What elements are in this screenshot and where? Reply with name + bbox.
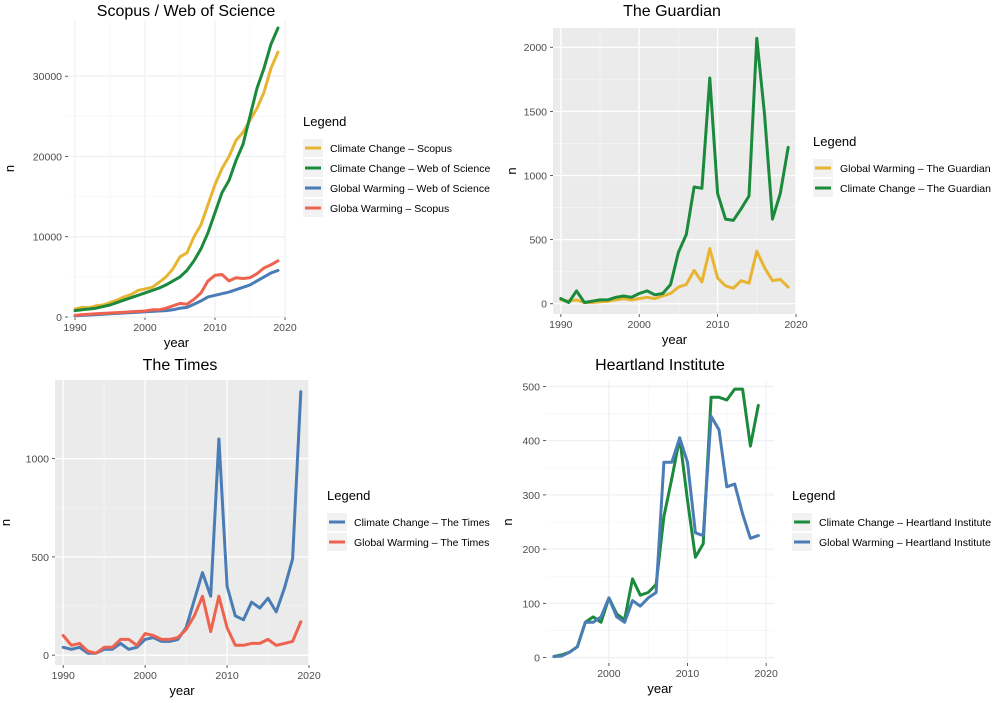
y-tick-label: 0 — [43, 650, 49, 662]
legend: Legend Global Warming – The Guardian Clima… — [813, 134, 991, 197]
legend-label: Climate Change – Web of Science — [330, 163, 490, 175]
series-line — [73, 259, 280, 317]
legend-label: Global Warming – The Guardian — [840, 163, 991, 175]
y-tick-label: 0 — [541, 299, 547, 311]
y-axis-label: n — [504, 167, 519, 174]
legend-label: Climate Change – Heartland Institute — [819, 517, 991, 529]
x-tick-label: 2010 — [203, 322, 227, 334]
series-line — [559, 247, 790, 304]
x-tick-label: 2010 — [215, 670, 239, 682]
legend-label: Globa Warming – Scopus — [330, 203, 449, 215]
y-tick-label: 100 — [522, 598, 540, 610]
y-tick-label: 1000 — [26, 454, 50, 466]
chart-panel-3: 1990 2000 2010 2020 0 500 1000 The Times year n Le… — [0, 357, 490, 698]
chart-title: The Guardian — [623, 3, 721, 20]
y-tick-label: 20000 — [33, 151, 62, 163]
y-axis-label: n — [2, 165, 17, 172]
x-tick-label: 2020 — [754, 668, 778, 680]
x-axis-label: year — [662, 332, 688, 347]
y-tick-label: 30000 — [33, 71, 62, 83]
y-tick-label: 500 — [529, 235, 547, 247]
legend: Legend Climate Change – Scopus Climate Cha… — [303, 114, 490, 217]
y-tick-label: 1000 — [524, 170, 548, 182]
y-tick-label: 0 — [534, 653, 540, 665]
y-axis-label: n — [0, 519, 13, 526]
chart-panel-2: 1990 2000 2010 2020 0 500 1000 1500 2000 The Guar… — [504, 3, 991, 347]
y-tick-label: 0 — [56, 312, 62, 324]
x-tick-label: 2000 — [133, 670, 157, 682]
y-tick-label: 500 — [522, 381, 540, 393]
legend-title: Legend — [303, 114, 346, 129]
x-tick-label: 1990 — [549, 319, 573, 331]
legend-title: Legend — [792, 488, 835, 503]
legend-label: Global Warming – Web of Science — [330, 183, 490, 195]
x-axis-label: year — [164, 335, 190, 350]
legend: Legend Climate Change – The Times Global W… — [327, 488, 490, 551]
legend-label: Climate Change – Scopus — [330, 143, 452, 155]
plot-background — [68, 20, 285, 317]
y-tick-label: 1500 — [524, 106, 548, 118]
x-tick-label: 2010 — [706, 319, 730, 331]
chart-panel-4: 2000 2010 2020 0 100 200 300 400 500 Heartland In… — [500, 357, 991, 696]
chart-title: The Times — [143, 357, 218, 374]
series-line — [61, 594, 303, 655]
y-tick-label: 400 — [522, 436, 540, 448]
legend-label: Climate Change – The Guardian — [840, 183, 991, 195]
chart-title: Scopus / Web of Science — [97, 3, 276, 20]
x-tick-label: 2000 — [628, 319, 652, 331]
legend-label: Global Warming – Heartland Institute — [819, 537, 991, 549]
series-line — [552, 414, 760, 658]
y-tick-label: 10000 — [33, 232, 62, 244]
x-tick-label: 1990 — [52, 670, 76, 682]
y-tick-label: 300 — [522, 490, 540, 502]
legend-title: Legend — [327, 488, 370, 503]
x-tick-label: 2020 — [273, 322, 297, 334]
x-tick-label: 2010 — [676, 668, 700, 680]
x-tick-label: 1990 — [63, 322, 87, 334]
series-line — [73, 26, 280, 313]
y-axis-label: n — [500, 518, 515, 525]
x-tick-label: 2020 — [297, 670, 321, 682]
legend-title: Legend — [813, 134, 856, 149]
y-tick-label: 500 — [31, 552, 49, 564]
y-tick-label: 200 — [522, 544, 540, 556]
plot-background — [55, 380, 309, 665]
series-line — [559, 36, 790, 304]
x-tick-label: 2000 — [597, 668, 621, 680]
y-tick-label: 2000 — [524, 42, 548, 54]
legend: Legend Climate Change – Heartland Institu… — [792, 488, 991, 551]
x-axis-label: year — [169, 683, 195, 698]
chart-panel-1: 1990 2000 2010 2020 0 10000 20000 30000 Scopus /… — [2, 3, 490, 350]
legend-label: Climate Change – The Times — [354, 517, 490, 529]
x-axis-label: year — [647, 681, 673, 696]
legend-label: Global Warming – The Times — [354, 537, 489, 549]
x-tick-label: 2000 — [133, 322, 157, 334]
series-line — [73, 50, 280, 311]
chart-title: Heartland Institute — [595, 357, 725, 374]
x-tick-label: 2020 — [784, 319, 808, 331]
